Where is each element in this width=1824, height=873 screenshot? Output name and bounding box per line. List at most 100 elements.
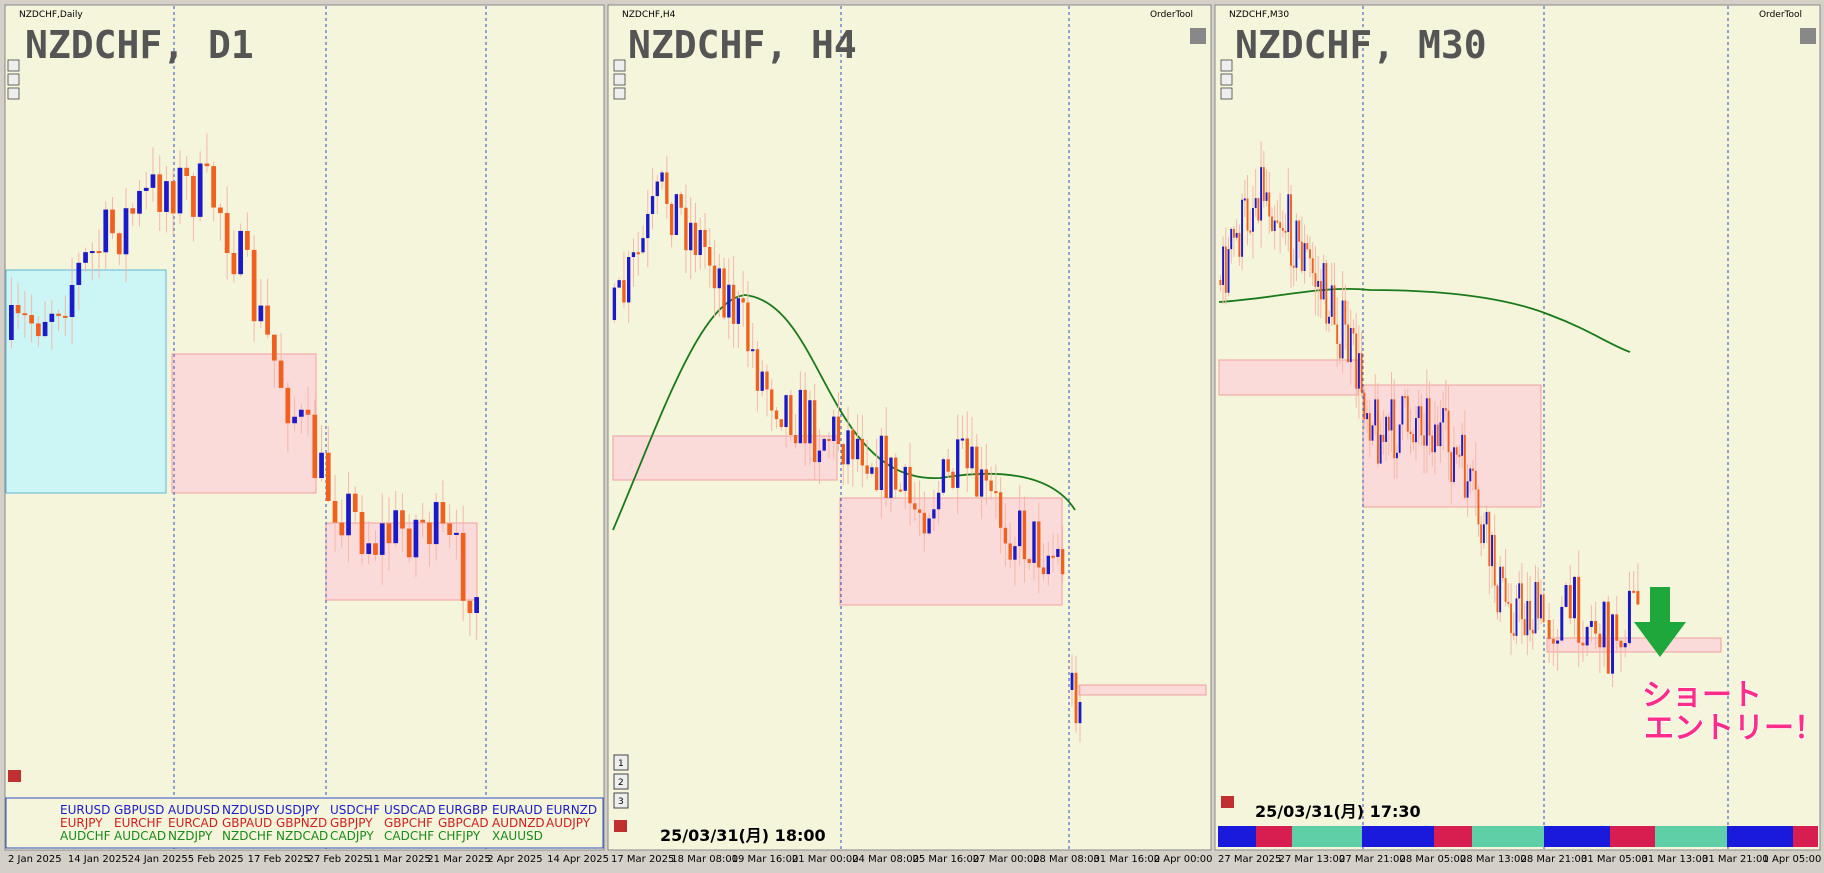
- symbol-link[interactable]: NZDJPY: [168, 829, 213, 843]
- symbol-link[interactable]: GBPJPY: [330, 816, 373, 830]
- symbol-link[interactable]: USDCHF: [330, 803, 380, 817]
- timestamp: 25/03/31(月) 17:30: [1255, 802, 1421, 821]
- symbol-link[interactable]: CADJPY: [330, 829, 374, 843]
- symbol-link[interactable]: GBPUSD: [114, 803, 164, 817]
- symbol-link[interactable]: AUDJPY: [546, 816, 591, 830]
- candle: [1254, 198, 1257, 209]
- candle: [846, 430, 850, 465]
- candle: [1257, 198, 1260, 221]
- caption: NZDCHF,M30: [1229, 10, 1289, 20]
- candle: [617, 280, 621, 288]
- symbol-link[interactable]: EURAUD: [492, 803, 542, 817]
- candle: [1477, 489, 1480, 525]
- order-tool[interactable]: OrderTool: [1150, 10, 1193, 20]
- candle: [1371, 425, 1374, 441]
- candle: [812, 400, 817, 463]
- candle: [1493, 535, 1496, 586]
- candle: [62, 315, 68, 318]
- symbol-panel: [5, 797, 604, 849]
- candle: [1317, 280, 1320, 287]
- candle: [278, 360, 284, 388]
- candle: [1568, 585, 1572, 619]
- candle: [655, 181, 659, 197]
- symbol-link[interactable]: NZDCAD: [276, 829, 328, 843]
- candle: [1325, 263, 1328, 324]
- entry-label: エントリー！: [1644, 711, 1824, 746]
- symbol-link[interactable]: USDJPY: [276, 803, 320, 817]
- candle: [15, 305, 21, 314]
- candle: [736, 298, 741, 324]
- candle: [1262, 167, 1265, 201]
- candle: [1260, 167, 1263, 221]
- candle: [1577, 576, 1581, 643]
- close-button[interactable]: [8, 770, 21, 782]
- candle: [1504, 578, 1507, 602]
- symbol-link[interactable]: NZDCHF: [222, 829, 273, 843]
- symbol-link[interactable]: XAUUSD: [492, 829, 543, 843]
- candle: [660, 172, 664, 182]
- candle: [1453, 447, 1455, 483]
- symbol-link[interactable]: USDCAD: [384, 803, 435, 817]
- candle: [150, 174, 156, 188]
- candle: [1401, 396, 1404, 425]
- candle: [312, 414, 318, 479]
- candle: [1534, 581, 1537, 634]
- symbol-link[interactable]: EURUSD: [60, 803, 110, 817]
- date-label: 25 Mar 16:00: [913, 854, 980, 865]
- symbol-link[interactable]: GBPNZD: [276, 816, 327, 830]
- candle: [1349, 327, 1352, 363]
- candle: [1279, 222, 1282, 228]
- candle: [817, 450, 822, 463]
- symbol-link[interactable]: CADCHF: [384, 829, 434, 843]
- symbol-link[interactable]: EURCAD: [168, 816, 218, 830]
- candle: [1041, 567, 1046, 575]
- panel-h4: [607, 4, 1212, 851]
- symbol-link[interactable]: GBPAUD: [222, 816, 272, 830]
- candle: [1585, 626, 1589, 646]
- candle: [1488, 511, 1491, 567]
- symbol-link[interactable]: GBPCAD: [438, 816, 489, 830]
- tool-button[interactable]: [1800, 28, 1816, 44]
- date-label: 14 Jan 2025: [68, 854, 128, 865]
- candle: [238, 230, 243, 275]
- symbol-link[interactable]: AUDUSD: [168, 803, 220, 817]
- symbol-link[interactable]: EURNZD: [546, 803, 597, 817]
- candle: [1056, 548, 1060, 557]
- zoom-button[interactable]: [613, 773, 629, 790]
- tool-button[interactable]: [1190, 28, 1206, 44]
- symbol-link[interactable]: GBPCHF: [384, 816, 433, 830]
- symbol-link[interactable]: EURJPY: [60, 816, 103, 830]
- close-button[interactable]: [614, 820, 627, 832]
- date-label: 31 Mar 13:00: [1642, 854, 1709, 865]
- candle: [1499, 566, 1502, 613]
- date-label: 2 Apr 2025: [487, 854, 542, 865]
- candle: [1512, 633, 1515, 636]
- candle: [1469, 468, 1472, 482]
- close-button[interactable]: [1221, 796, 1234, 808]
- symbol-link[interactable]: AUDNZD: [492, 816, 545, 830]
- zoom-button[interactable]: [613, 754, 629, 771]
- symbol-link[interactable]: EURGBP: [438, 803, 487, 817]
- zone: [1546, 637, 1722, 653]
- candle: [197, 163, 203, 217]
- candle: [1311, 258, 1314, 274]
- symbol-link[interactable]: AUDCAD: [114, 829, 166, 843]
- candles: [9, 133, 1640, 743]
- candle: [1442, 408, 1445, 423]
- candle: [245, 230, 250, 250]
- chart-title: NZDCHF, D1: [25, 23, 254, 67]
- candle: [1292, 265, 1295, 268]
- order-tool[interactable]: OrderTool: [1759, 10, 1802, 20]
- symbol-link[interactable]: CHFJPY: [438, 829, 481, 843]
- symbol-link[interactable]: EURCHF: [114, 816, 163, 830]
- symbol-link[interactable]: NZDUSD: [222, 803, 274, 817]
- candle: [784, 395, 788, 428]
- candle: [1363, 392, 1366, 420]
- zoom-button-label: 3: [618, 797, 624, 807]
- candle: [774, 410, 779, 420]
- candle: [1314, 273, 1317, 287]
- zoom-button[interactable]: [613, 792, 629, 809]
- symbol-link[interactable]: AUDCHF: [60, 829, 111, 843]
- candle: [1636, 591, 1640, 605]
